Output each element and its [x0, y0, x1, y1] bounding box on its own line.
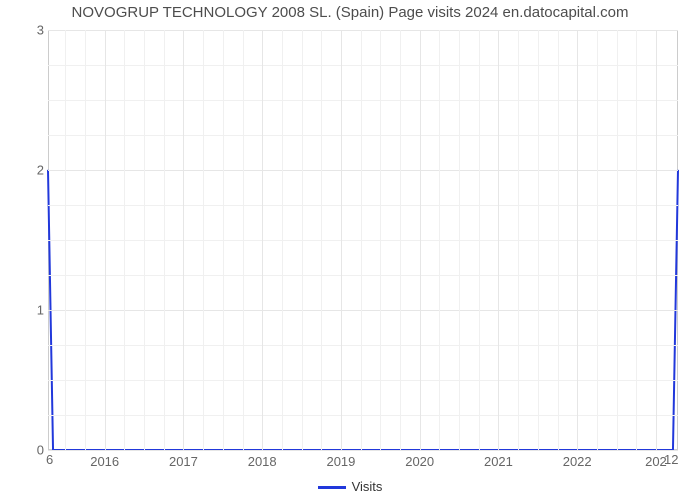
- legend: Visits: [0, 479, 700, 494]
- grid-v-minor: [558, 30, 559, 450]
- grid-v-minor: [479, 30, 480, 450]
- grid-v-major: [577, 30, 578, 450]
- xtick-label: 2020: [405, 454, 434, 469]
- grid-v-major: [420, 30, 421, 450]
- endpoint-label-right: 12: [664, 452, 678, 467]
- grid-v-minor: [380, 30, 381, 450]
- grid-v-minor: [124, 30, 125, 450]
- xtick-label: 2019: [326, 454, 355, 469]
- grid-v-minor: [518, 30, 519, 450]
- grid-h-minor: [48, 65, 678, 66]
- grid-v-minor: [243, 30, 244, 450]
- grid-v-major: [656, 30, 657, 450]
- grid-v-minor: [597, 30, 598, 450]
- grid-h-minor: [48, 240, 678, 241]
- xtick-label: 2022: [563, 454, 592, 469]
- chart-title: NOVOGRUP TECHNOLOGY 2008 SL. (Spain) Pag…: [0, 4, 700, 21]
- xtick-label: 2016: [90, 454, 119, 469]
- endpoint-label-left: 6: [46, 452, 53, 467]
- grid-v-minor: [65, 30, 66, 450]
- grid-h-minor: [48, 380, 678, 381]
- grid-h-major: [48, 310, 678, 311]
- grid-h-major: [48, 170, 678, 171]
- grid-h-minor: [48, 135, 678, 136]
- grid-v-minor: [459, 30, 460, 450]
- legend-label: Visits: [352, 479, 383, 494]
- legend-swatch: [318, 486, 346, 489]
- grid-v-minor: [636, 30, 637, 450]
- grid-v-minor: [282, 30, 283, 450]
- grid-h-major: [48, 30, 678, 31]
- grid-v-major: [262, 30, 263, 450]
- grid-h-minor: [48, 275, 678, 276]
- grid-v-minor: [538, 30, 539, 450]
- xtick-label: 2018: [248, 454, 277, 469]
- grid-v-minor: [302, 30, 303, 450]
- grid-v-minor: [144, 30, 145, 450]
- grid-v-minor: [400, 30, 401, 450]
- ytick-label: 1: [26, 303, 44, 318]
- ytick-label: 2: [26, 163, 44, 178]
- grid-v-minor: [223, 30, 224, 450]
- grid-v-major: [183, 30, 184, 450]
- grid-h-minor: [48, 205, 678, 206]
- grid-h-minor: [48, 345, 678, 346]
- ytick-label: 3: [26, 23, 44, 38]
- plot-area: 01232016201720182019202020212022202: [48, 30, 678, 450]
- grid-v-minor: [85, 30, 86, 450]
- grid-v-minor: [617, 30, 618, 450]
- grid-h-minor: [48, 100, 678, 101]
- xtick-label: 2017: [169, 454, 198, 469]
- grid-v-minor: [361, 30, 362, 450]
- grid-v-minor: [203, 30, 204, 450]
- grid-h-minor: [48, 415, 678, 416]
- grid-v-minor: [164, 30, 165, 450]
- grid-v-minor: [321, 30, 322, 450]
- ytick-label: 0: [26, 443, 44, 458]
- chart-container: NOVOGRUP TECHNOLOGY 2008 SL. (Spain) Pag…: [0, 0, 700, 500]
- grid-v-major: [105, 30, 106, 450]
- grid-v-minor: [439, 30, 440, 450]
- xtick-label: 2021: [484, 454, 513, 469]
- grid-h-major: [48, 450, 678, 451]
- grid-v-major: [341, 30, 342, 450]
- grid-v-major: [498, 30, 499, 450]
